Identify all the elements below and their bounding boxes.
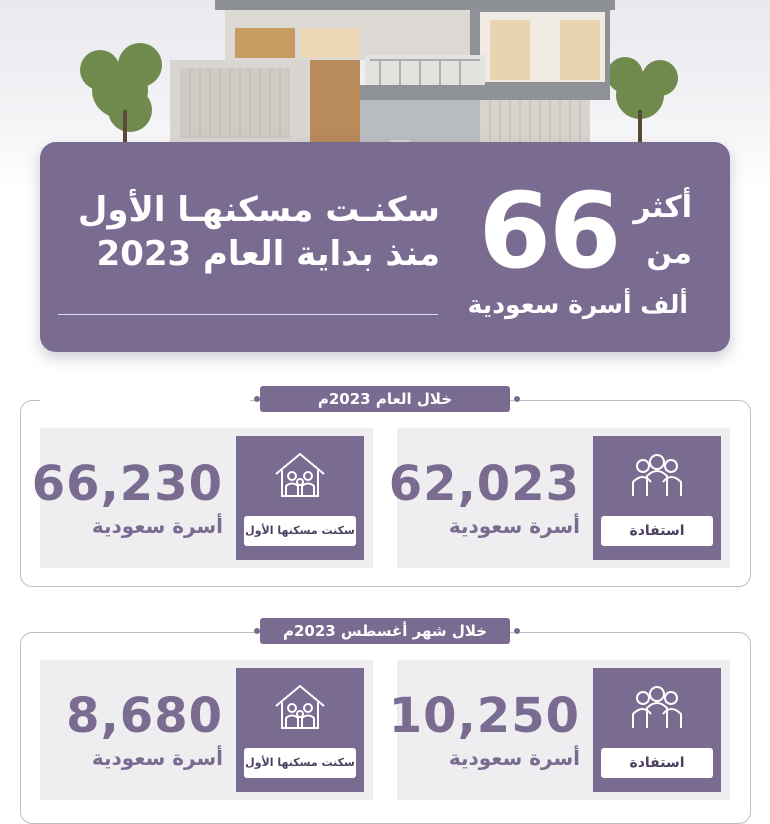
stat-label: أسرة سعودية xyxy=(91,514,223,538)
stat-card-benefit-august: 10,250 أسرة سعودية استفادة xyxy=(389,660,730,800)
banner-akthar-label: أكثر xyxy=(633,190,692,225)
section-title-august: خلال شهر أغسطس 2023م xyxy=(260,618,510,644)
section-title-year: خلال العام 2023م xyxy=(260,386,510,412)
banner-line-2: منذ بداية العام 2023 xyxy=(96,234,440,274)
family-group-icon xyxy=(632,686,682,728)
badge-box: استفادة xyxy=(593,436,721,560)
stat-card-first-home-august: 8,680 أسرة سعودية سكنت مسكنها الأول xyxy=(40,660,373,800)
badge-box: سكنت مسكنها الأول xyxy=(236,436,364,560)
badge-box: سكنت مسكنها الأول xyxy=(236,668,364,792)
banner-min-label: من xyxy=(646,236,692,271)
banner-thousand-families: ألف أسرة سعودية xyxy=(467,290,688,319)
stat-value: 66,230 xyxy=(31,456,223,512)
tag-dot-left xyxy=(254,628,260,634)
house-family-icon xyxy=(275,684,325,729)
headline-banner xyxy=(40,142,730,352)
tag-dot-left xyxy=(254,396,260,402)
badge-label: استفادة xyxy=(601,516,713,546)
stat-label: أسرة سعودية xyxy=(91,746,223,770)
banner-line-1: سكنـت مسكنهـا الأول xyxy=(77,190,440,230)
stat-label: أسرة سعودية xyxy=(448,514,580,538)
banner-headline: سكنـت مسكنهـا الأول منذ بداية العام 2023 xyxy=(60,188,440,276)
house-family-icon xyxy=(275,452,325,497)
tag-dot-right xyxy=(514,628,520,634)
stat-value: 62,023 xyxy=(388,456,580,512)
stat-card-first-home-year: 66,230 أسرة سعودية سكنت مسكنها الأول xyxy=(32,428,373,568)
banner-underline xyxy=(58,314,438,315)
stat-card-benefit-year: 62,023 أسرة سعودية استفادة xyxy=(389,428,730,568)
tag-dot-right xyxy=(514,396,520,402)
banner-big-number: 66 xyxy=(478,170,622,292)
stat-value: 10,250 xyxy=(388,688,580,744)
badge-label: سكنت مسكنها الأول xyxy=(244,748,356,778)
stat-label: أسرة سعودية xyxy=(448,746,580,770)
badge-box: استفادة xyxy=(593,668,721,792)
family-group-icon xyxy=(632,454,682,496)
badge-label: سكنت مسكنها الأول xyxy=(244,516,356,546)
stat-value: 8,680 xyxy=(66,688,223,744)
badge-label: استفادة xyxy=(601,748,713,778)
